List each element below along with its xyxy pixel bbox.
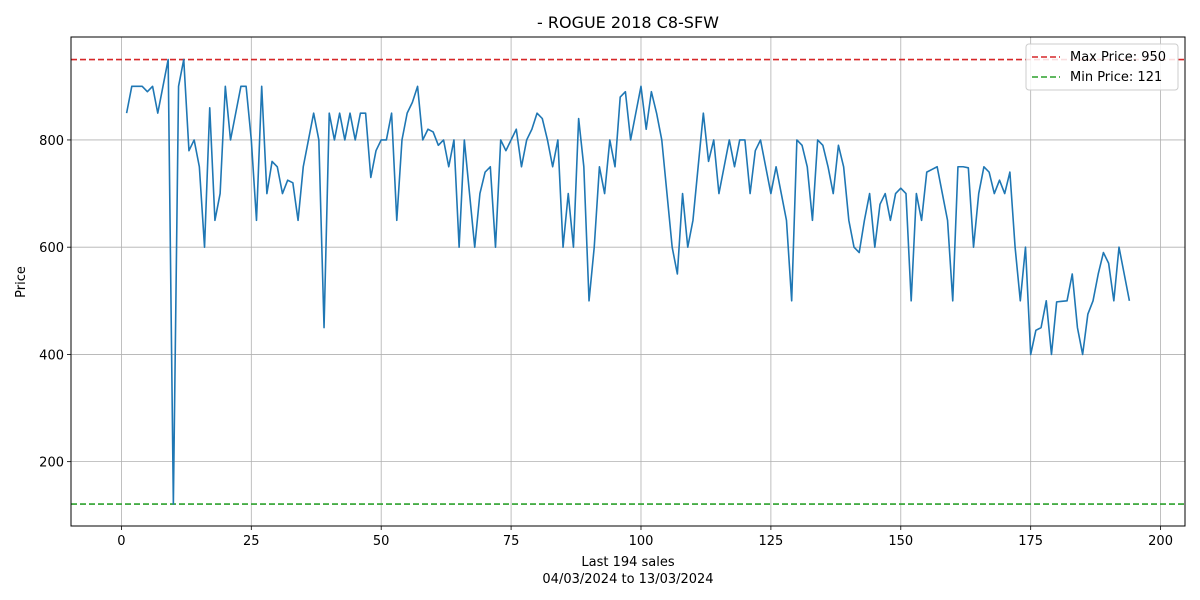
legend-min-label: Min Price: 121 [1070, 70, 1162, 85]
y-tick-label: 800 [39, 134, 64, 149]
x-tick-label: 175 [1018, 534, 1043, 549]
y-tick-label: 600 [39, 241, 64, 256]
legend-box [1025, 43, 1179, 91]
plot-frame [70, 36, 1186, 527]
x-tick-label: 75 [503, 534, 520, 549]
x-tick-label: 25 [243, 534, 260, 549]
price-series-line [125, 58, 1131, 505]
x-axis-sublabel: 04/03/2024 to 13/03/2024 [542, 572, 713, 587]
grid-lines [71, 37, 1185, 526]
x-axis-ticks: 0 25 50 75 100 125 150 175 200 [117, 526, 1173, 549]
series-layer [125, 58, 1131, 505]
legend: Max Price: 950 Min Price: 121 [1025, 43, 1179, 91]
x-tick-label: 200 [1148, 534, 1173, 549]
x-tick-label: 125 [758, 534, 783, 549]
reference-lines [71, 58, 1185, 505]
y-tick-label: 200 [39, 456, 64, 471]
x-tick-label: 0 [117, 534, 125, 549]
x-tick-label: 150 [888, 534, 913, 549]
y-tick-label: 400 [39, 348, 64, 363]
x-tick-label: 50 [373, 534, 390, 549]
x-tick-label: 100 [629, 534, 654, 549]
y-axis-label: Price [14, 266, 29, 298]
legend-max-label: Max Price: 950 [1070, 50, 1166, 65]
chart-title: - ROGUE 2018 C8-SFW [537, 13, 719, 32]
x-axis-label: Last 194 sales [581, 555, 675, 570]
y-axis-ticks: 200 400 600 800 [39, 134, 71, 471]
